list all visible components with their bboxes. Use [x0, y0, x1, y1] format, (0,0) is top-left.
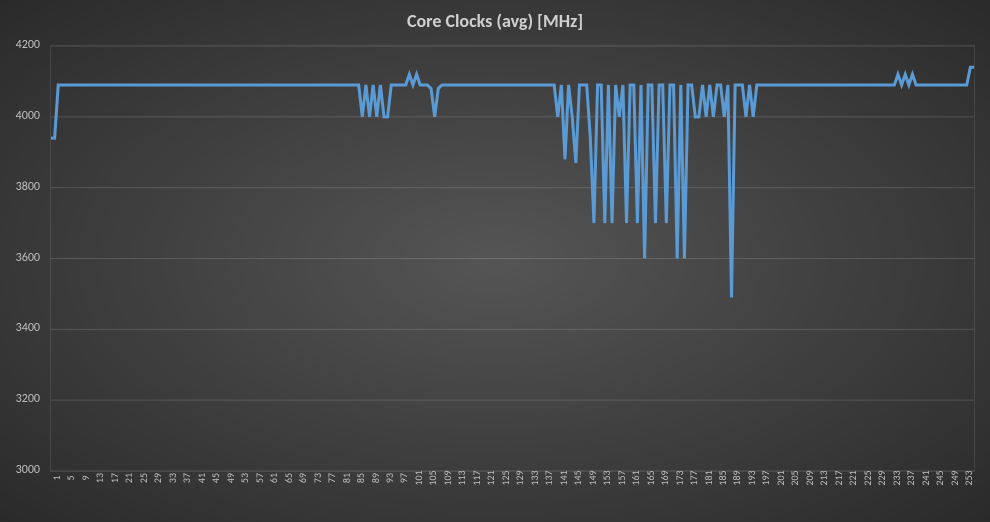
series-line [51, 67, 974, 297]
chart-title: Core Clocks (avg) [MHz] [0, 10, 990, 32]
y-tick-label: 3800 [16, 180, 40, 194]
y-tick-label: 3600 [16, 251, 40, 265]
y-tick-label: 3000 [16, 463, 40, 477]
y-tick-label: 3200 [16, 392, 40, 406]
line-series [51, 46, 974, 471]
y-tick-label: 4200 [16, 38, 40, 52]
plot-area [50, 45, 975, 472]
y-axis-labels: 3000320034003600380040004200 [0, 45, 45, 472]
y-tick-label: 3400 [16, 321, 40, 335]
chart-container: Core Clocks (avg) [MHz] 3000 3200 3400 3600… [0, 0, 990, 522]
x-tick-label: 253 [962, 470, 990, 485]
x-axis-labels: 1591317212529333741454953576165697377818… [50, 474, 975, 522]
y-tick-label: 4000 [16, 109, 40, 123]
